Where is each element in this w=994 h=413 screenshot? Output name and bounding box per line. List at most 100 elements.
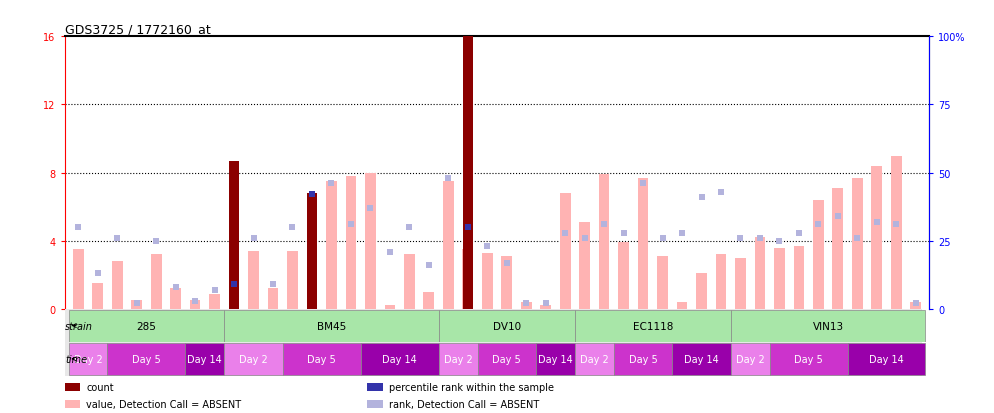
- Point: [363, 205, 379, 212]
- Bar: [501, 256, 512, 309]
- Text: percentile rank within the sample: percentile rank within the sample: [389, 382, 554, 392]
- Bar: [769, 343, 848, 375]
- Text: Day 2: Day 2: [74, 354, 102, 364]
- Bar: [107, 343, 185, 375]
- Bar: [560, 194, 571, 309]
- Bar: [443, 182, 453, 309]
- Point: [849, 235, 865, 242]
- Bar: [248, 252, 258, 309]
- Point: [771, 238, 787, 244]
- Text: value, Detection Call = ABSENT: value, Detection Call = ABSENT: [86, 399, 242, 409]
- Text: count: count: [86, 382, 114, 392]
- Text: Day 14: Day 14: [684, 354, 719, 364]
- Point: [558, 230, 574, 236]
- Bar: [575, 310, 731, 342]
- Bar: [638, 178, 648, 309]
- Bar: [346, 177, 356, 309]
- Bar: [69, 343, 107, 375]
- Text: Day 2: Day 2: [443, 354, 472, 364]
- Bar: [365, 173, 376, 309]
- Point: [304, 192, 320, 198]
- Text: Day 5: Day 5: [794, 354, 823, 364]
- Text: Day 5: Day 5: [628, 354, 657, 364]
- Bar: [423, 292, 434, 309]
- Point: [615, 230, 631, 236]
- Point: [440, 175, 456, 182]
- Point: [382, 249, 398, 255]
- Bar: [190, 301, 201, 309]
- Bar: [230, 161, 239, 309]
- Bar: [170, 289, 181, 309]
- Bar: [536, 343, 575, 375]
- Point: [168, 284, 184, 291]
- Bar: [368, 383, 383, 391]
- Text: 285: 285: [136, 321, 156, 331]
- Point: [129, 300, 145, 307]
- Point: [148, 238, 164, 244]
- Bar: [438, 310, 575, 342]
- Bar: [716, 255, 727, 309]
- Bar: [131, 301, 142, 309]
- Bar: [731, 310, 925, 342]
- Point: [226, 281, 242, 288]
- Point: [889, 221, 905, 228]
- Bar: [282, 343, 361, 375]
- Bar: [614, 343, 672, 375]
- Bar: [696, 273, 707, 309]
- Bar: [618, 243, 629, 309]
- Point: [89, 271, 105, 277]
- Point: [713, 189, 729, 195]
- Point: [246, 235, 261, 242]
- Point: [791, 230, 807, 236]
- Text: Day 14: Day 14: [383, 354, 417, 364]
- Bar: [598, 175, 609, 309]
- Bar: [891, 156, 902, 309]
- Text: VIN13: VIN13: [812, 321, 844, 331]
- Bar: [65, 383, 81, 391]
- Point: [752, 235, 768, 242]
- Point: [733, 235, 748, 242]
- Point: [460, 224, 476, 231]
- Point: [460, 224, 476, 231]
- Bar: [65, 399, 81, 408]
- Point: [538, 300, 554, 307]
- Point: [869, 219, 885, 225]
- Text: strain: strain: [65, 321, 92, 331]
- Text: GDS3725 / 1772160_at: GDS3725 / 1772160_at: [65, 23, 211, 36]
- Bar: [774, 248, 785, 309]
- Bar: [477, 343, 536, 375]
- Bar: [287, 252, 298, 309]
- Text: time: time: [65, 354, 87, 364]
- Bar: [813, 200, 824, 309]
- Point: [265, 281, 281, 288]
- Point: [109, 235, 125, 242]
- Bar: [368, 399, 383, 408]
- Bar: [229, 304, 240, 309]
- Bar: [677, 302, 688, 309]
- Point: [694, 195, 710, 201]
- Point: [577, 235, 592, 242]
- Bar: [209, 294, 220, 309]
- Point: [596, 221, 612, 228]
- Text: DV10: DV10: [493, 321, 521, 331]
- Text: BM45: BM45: [317, 321, 346, 331]
- Bar: [575, 343, 614, 375]
- Point: [226, 281, 242, 288]
- Bar: [112, 261, 122, 309]
- Bar: [225, 310, 438, 342]
- Bar: [911, 302, 921, 309]
- Bar: [672, 343, 731, 375]
- Point: [420, 262, 436, 269]
- Bar: [92, 284, 103, 309]
- Point: [655, 235, 671, 242]
- Point: [71, 224, 86, 231]
- Text: Day 14: Day 14: [188, 354, 223, 364]
- Bar: [754, 238, 765, 309]
- Point: [304, 192, 320, 198]
- Bar: [307, 194, 317, 309]
- Point: [518, 300, 534, 307]
- Bar: [267, 289, 278, 309]
- Point: [830, 214, 846, 220]
- Bar: [482, 253, 493, 309]
- Bar: [151, 255, 161, 309]
